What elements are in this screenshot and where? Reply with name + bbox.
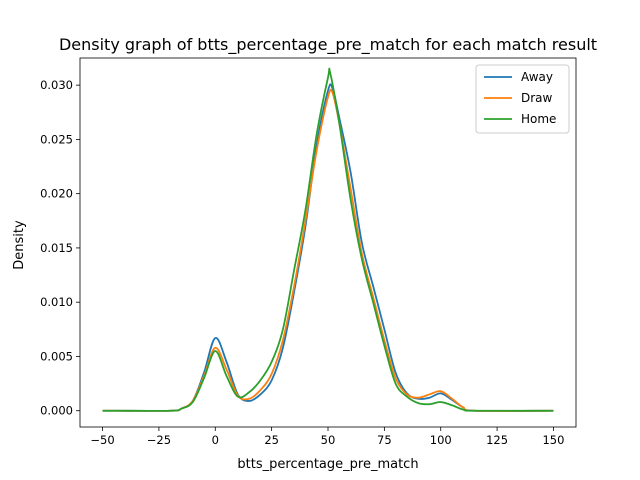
x-tick-label: 100 bbox=[430, 433, 452, 447]
legend-label-away: Away bbox=[521, 70, 553, 84]
chart-title: Density graph of btts_percentage_pre_mat… bbox=[59, 35, 597, 55]
y-tick-label: 0.030 bbox=[40, 78, 73, 92]
x-tick-label: −50 bbox=[90, 433, 114, 447]
x-tick-label: 75 bbox=[377, 433, 392, 447]
x-axis-label: btts_percentage_pre_match bbox=[237, 457, 418, 472]
x-tick-label: 25 bbox=[264, 433, 279, 447]
x-tick-label: 50 bbox=[321, 433, 336, 447]
y-tick-label: 0.015 bbox=[40, 241, 73, 255]
y-tick-label: 0.010 bbox=[40, 295, 73, 309]
legend-label-draw: Draw bbox=[521, 91, 553, 105]
y-tick-label: 0.025 bbox=[40, 132, 73, 146]
legend: Away Draw Home bbox=[475, 64, 570, 134]
y-tick-label: 0.000 bbox=[40, 404, 73, 418]
series-layer bbox=[102, 67, 554, 412]
y-axis-label: Density bbox=[12, 220, 27, 270]
legend-label-home: Home bbox=[521, 112, 556, 126]
axes: −50 −25 0 25 50 75 100 125 150 0.000 0.005 0.010 0.0… bbox=[40, 78, 564, 447]
x-tick-label: 125 bbox=[486, 433, 508, 447]
x-tick-label: 0 bbox=[212, 433, 219, 447]
legend-box bbox=[475, 64, 570, 134]
series-line-home bbox=[102, 67, 554, 412]
series-line-away bbox=[102, 83, 554, 412]
y-tick-label: 0.020 bbox=[40, 187, 73, 201]
y-tick-label: 0.005 bbox=[40, 349, 73, 363]
series-line-draw bbox=[102, 88, 554, 412]
x-tick-label: −25 bbox=[147, 433, 171, 447]
x-tick-label: 150 bbox=[542, 433, 564, 447]
